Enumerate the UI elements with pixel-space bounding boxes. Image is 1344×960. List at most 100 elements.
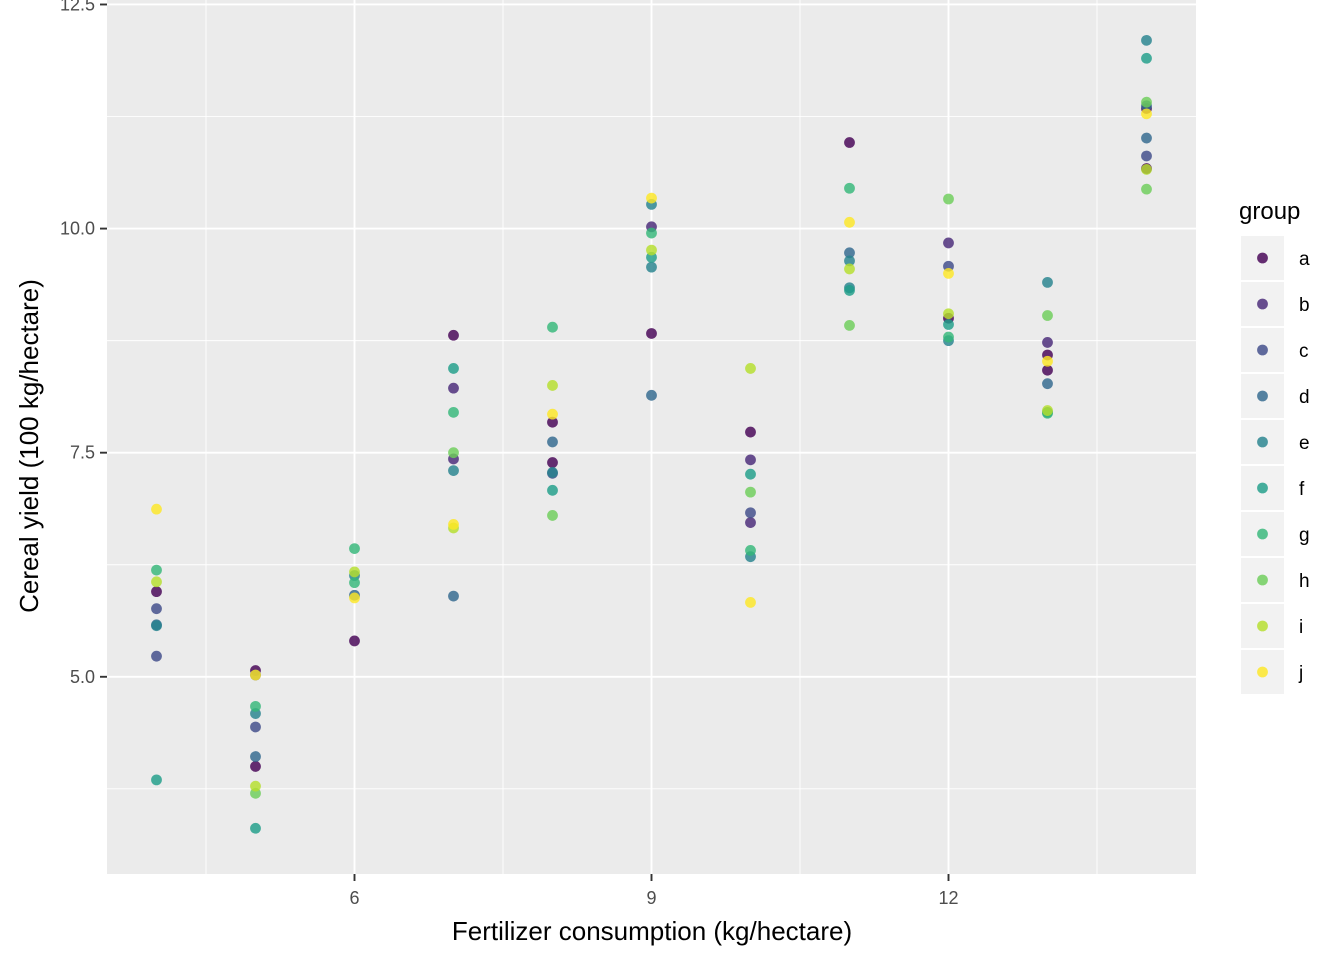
data-point-a <box>547 457 558 468</box>
data-point-i <box>646 244 657 256</box>
data-point-j <box>547 408 558 420</box>
data-point-e <box>1141 34 1152 46</box>
data-point-j <box>349 592 360 604</box>
data-point-a <box>646 328 657 339</box>
data-point-g <box>250 700 261 712</box>
data-point-i <box>1042 405 1053 416</box>
data-point-b <box>745 454 756 466</box>
y-tick-label: 5.0 <box>70 667 95 687</box>
data-point-j <box>448 519 459 530</box>
data-point-a <box>1042 364 1053 376</box>
data-point-b <box>745 517 756 529</box>
y-tick-label: 7.5 <box>70 443 95 463</box>
legend-label-f: f <box>1299 479 1305 500</box>
data-point-h <box>1042 310 1053 321</box>
data-point-i <box>745 363 756 374</box>
legend-marker-a <box>1257 252 1268 264</box>
data-point-d <box>250 751 261 762</box>
data-point-a <box>547 416 558 428</box>
data-point-c <box>745 507 756 519</box>
legend-marker-b <box>1257 298 1268 310</box>
data-point-f <box>547 484 558 496</box>
data-point-g <box>349 577 360 589</box>
legend-label-c: c <box>1299 341 1309 362</box>
legend-marker-g <box>1257 528 1268 540</box>
data-point-h <box>1141 183 1152 195</box>
data-point-j <box>844 216 855 228</box>
data-point-a <box>250 761 261 772</box>
data-point-i <box>1141 164 1152 175</box>
data-point-c <box>1141 150 1152 162</box>
data-point-h <box>745 486 756 498</box>
legend-marker-f <box>1257 482 1268 494</box>
data-point-c <box>250 721 261 733</box>
data-point-g <box>844 182 855 194</box>
data-point-g <box>547 321 558 333</box>
data-point-i <box>943 308 954 320</box>
legend-label-i: i <box>1299 617 1303 638</box>
legend-marker-j <box>1257 666 1268 678</box>
data-point-f <box>151 774 162 786</box>
x-tick-label: 9 <box>646 888 656 908</box>
x-axis-title: Fertilizer consumption (kg/hectare) <box>452 916 852 946</box>
data-point-g <box>745 544 756 556</box>
data-point-j <box>646 192 657 204</box>
data-point-j <box>745 596 756 608</box>
legend-marker-i <box>1257 620 1268 632</box>
data-point-f <box>844 285 855 296</box>
data-point-e <box>547 467 558 478</box>
data-point-i <box>844 263 855 275</box>
data-point-j <box>943 268 954 279</box>
data-point-a <box>745 426 756 438</box>
data-point-g <box>349 543 360 555</box>
data-point-j <box>1042 355 1053 367</box>
data-point-d <box>448 590 459 602</box>
data-point-d <box>547 436 558 448</box>
data-point-d <box>1141 132 1152 144</box>
legend-label-a: a <box>1299 249 1310 270</box>
data-point-h <box>943 193 954 205</box>
data-point-f <box>745 468 756 480</box>
data-point-j <box>1141 108 1152 120</box>
legend-marker-e <box>1257 436 1268 448</box>
data-point-i <box>250 780 261 792</box>
data-point-a <box>349 635 360 647</box>
data-point-i <box>547 380 558 391</box>
legend-label-g: g <box>1299 525 1310 546</box>
data-point-g <box>448 406 459 418</box>
data-point-f <box>250 822 261 834</box>
data-point-i <box>151 576 162 588</box>
data-point-g <box>151 564 162 576</box>
data-point-d <box>646 389 657 401</box>
legend: group a b c d e f g h i j <box>1239 198 1310 694</box>
data-point-c <box>151 603 162 615</box>
data-point-g <box>943 331 954 343</box>
data-point-h <box>547 510 558 521</box>
data-point-j <box>151 503 162 515</box>
data-point-b <box>943 237 954 249</box>
data-point-e <box>1042 276 1053 288</box>
data-point-g <box>646 227 657 239</box>
data-point-a <box>448 329 459 341</box>
legend-label-h: h <box>1299 571 1310 592</box>
legend-label-e: e <box>1299 433 1310 454</box>
data-point-h <box>448 447 459 459</box>
axes: 6 9 12 5.0 7.5 10.0 12.5 <box>60 0 959 908</box>
data-point-f <box>1141 52 1152 64</box>
data-point-i <box>349 566 360 578</box>
data-point-b <box>1042 337 1053 348</box>
legend-title: group <box>1239 198 1300 225</box>
legend-marker-c <box>1257 344 1268 356</box>
data-point-h <box>844 319 855 331</box>
data-point-c <box>151 650 162 662</box>
x-tick-label: 6 <box>349 888 359 908</box>
y-tick-label: 12.5 <box>60 0 95 14</box>
x-tick-label: 12 <box>938 888 958 908</box>
data-points <box>151 34 1152 834</box>
y-tick-label: 10.0 <box>60 219 95 239</box>
data-point-a <box>844 137 855 148</box>
data-point-a <box>151 586 162 598</box>
legend-label-d: d <box>1299 387 1310 408</box>
data-point-j <box>250 669 261 681</box>
